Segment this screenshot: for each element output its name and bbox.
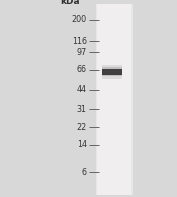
Text: 44: 44	[77, 85, 87, 94]
Text: 97: 97	[76, 48, 87, 57]
Bar	[102, 65, 122, 79]
Text: 66: 66	[77, 65, 87, 74]
Bar	[96, 4, 97, 195]
Text: 116: 116	[72, 37, 87, 46]
Text: 6: 6	[82, 168, 87, 177]
Bar	[102, 68, 122, 76]
Text: 14: 14	[77, 140, 87, 149]
Text: 200: 200	[72, 15, 87, 24]
Text: 22: 22	[76, 123, 87, 132]
Text: 31: 31	[77, 105, 87, 114]
Bar	[102, 69, 122, 75]
Bar	[131, 4, 133, 195]
Text: kDa: kDa	[60, 0, 80, 7]
Bar	[102, 69, 122, 75]
Bar	[96, 4, 133, 195]
